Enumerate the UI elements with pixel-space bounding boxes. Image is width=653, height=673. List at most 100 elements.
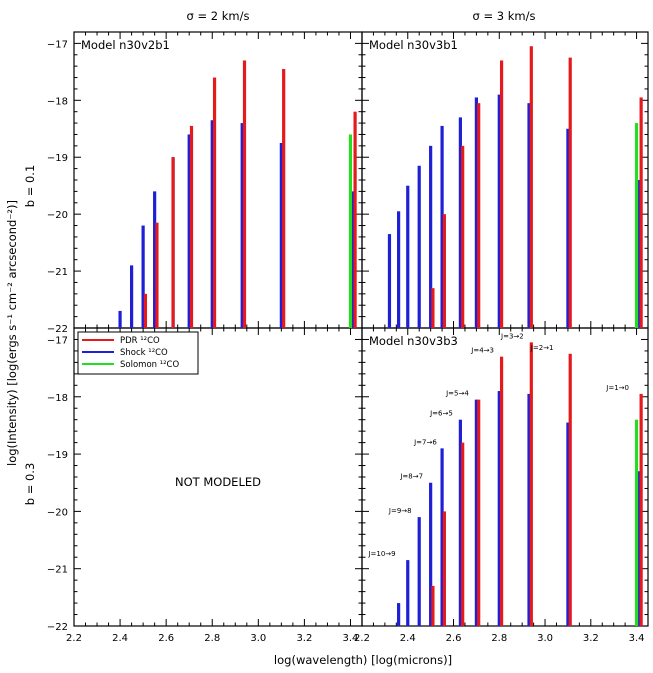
bar-shock	[351, 191, 355, 328]
bar-shock	[474, 399, 478, 626]
not-modeled-label: NOT MODELED	[175, 475, 261, 489]
transition-label: J=3→2	[500, 332, 524, 340]
y-tick-label: −20	[47, 507, 68, 518]
y-tick-label: −20	[47, 210, 68, 221]
bar-shock	[417, 517, 421, 626]
y-tick-label: −17	[47, 335, 68, 346]
bar-shock	[387, 234, 392, 328]
y-tick-label: −19	[47, 153, 68, 164]
bar-solomon	[348, 134, 353, 328]
bar-pdr	[461, 442, 465, 626]
panel-frame-top-left	[73, 31, 363, 329]
x-tick-label: 3.2	[583, 633, 599, 644]
bar-shock	[527, 103, 531, 329]
bar-pdr	[461, 145, 465, 328]
bar-solomon	[634, 123, 639, 328]
transition-label: J=1→0	[605, 384, 629, 392]
x-tick-label: 2.6	[446, 633, 462, 644]
panel-title: Model n30v3b3	[369, 334, 458, 348]
y-tick-label: −21	[47, 267, 68, 278]
bar-shock	[417, 165, 421, 328]
y-tick-label: −21	[47, 565, 68, 576]
bar-pdr	[431, 288, 435, 328]
bar-pdr	[242, 60, 247, 328]
bar-shock	[637, 180, 641, 328]
bar-shock	[440, 448, 444, 626]
bar-shock	[141, 225, 145, 328]
bar-shock	[497, 94, 501, 328]
transition-label: J=7→6	[413, 438, 437, 446]
bar-shock	[153, 191, 157, 328]
transition-label: J=4→3	[470, 347, 494, 355]
bar-shock	[527, 393, 531, 626]
bar-shock	[458, 117, 462, 328]
bar-shock	[497, 391, 501, 626]
bar-shock	[474, 97, 478, 328]
bar-shock	[566, 422, 570, 626]
row-title-top: b = 0.1	[23, 165, 37, 208]
x-tick-label: 2.4	[112, 633, 128, 644]
x-tick-label: 2.2	[66, 633, 82, 644]
y-tick-label: −17	[47, 39, 68, 50]
y-tick-label: −22	[47, 324, 68, 335]
bar-pdr	[282, 69, 286, 328]
x-tick-label: 2.6	[158, 633, 174, 644]
x-axis-label: log(wavelength) [log(microns)]	[274, 653, 452, 667]
transition-label: J=5→4	[445, 390, 469, 398]
x-tick-label: 2.2	[354, 633, 370, 644]
bar-pdr	[171, 157, 175, 328]
legend-label: Shock ¹²CO	[120, 348, 168, 358]
bar-pdr	[529, 342, 533, 626]
bar-pdr	[442, 214, 446, 328]
bar-shock	[210, 120, 214, 328]
bar-pdr	[155, 222, 159, 328]
panel-title: Model n30v2b1	[81, 38, 170, 52]
bar-pdr	[189, 125, 194, 328]
transition-label: J=6→5	[429, 410, 453, 418]
bar-shock	[187, 134, 191, 328]
legend-label: Solomon ¹²CO	[120, 360, 179, 370]
bar-shock	[566, 128, 570, 328]
bar-pdr	[639, 97, 643, 328]
bar-pdr	[442, 511, 446, 626]
bar-shock	[406, 560, 410, 626]
y-tick-label: −18	[47, 96, 68, 107]
y-tick-label: −18	[47, 393, 68, 404]
panels: 2.2 2.4 2.6 2.8 3.0 3.2 3.42.2 2.4 2.6 2.8 3.0 3.2 3…	[47, 31, 649, 644]
bar-shock	[118, 310, 122, 328]
bar-pdr	[212, 77, 217, 329]
x-tick-label: 2.8	[204, 633, 220, 644]
bar-shock	[130, 265, 134, 328]
bar-pdr	[568, 57, 572, 328]
bar-solomon	[634, 419, 639, 626]
col-title-right: σ = 3 km/s	[473, 9, 536, 23]
bar-shock	[429, 145, 433, 328]
bar-pdr	[499, 356, 504, 626]
x-tick-label: 3.4	[629, 633, 645, 644]
y-tick-label: −22	[47, 622, 68, 633]
bar-pdr	[143, 293, 148, 328]
bar-shock	[397, 603, 401, 626]
x-tick-label: 2.4	[400, 633, 416, 644]
legend-label: PDR ¹²CO	[120, 336, 160, 346]
bar-shock	[440, 125, 444, 328]
transition-label: J=9→8	[388, 507, 412, 515]
bar-pdr	[499, 60, 504, 328]
transition-label: J=8→7	[399, 473, 423, 481]
bar-pdr	[477, 399, 481, 626]
bar-pdr	[568, 353, 572, 626]
y-axis-label: log(Intensity) [log(ergs s⁻¹ cm⁻² arcsec…	[5, 200, 19, 466]
bar-shock	[406, 185, 410, 328]
bar-pdr	[529, 46, 533, 328]
col-title-left: σ = 2 km/s	[187, 9, 250, 23]
row-title-bottom: b = 0.3	[23, 463, 37, 506]
transition-label: J=2→1	[530, 344, 554, 352]
panel-title: Model n30v3b1	[369, 38, 458, 52]
x-tick-label: 3.0	[537, 633, 553, 644]
bar-pdr	[431, 585, 435, 626]
y-tick-label: −19	[47, 450, 68, 461]
x-tick-label: 2.8	[491, 633, 507, 644]
panel-frame-top-right	[361, 31, 649, 329]
